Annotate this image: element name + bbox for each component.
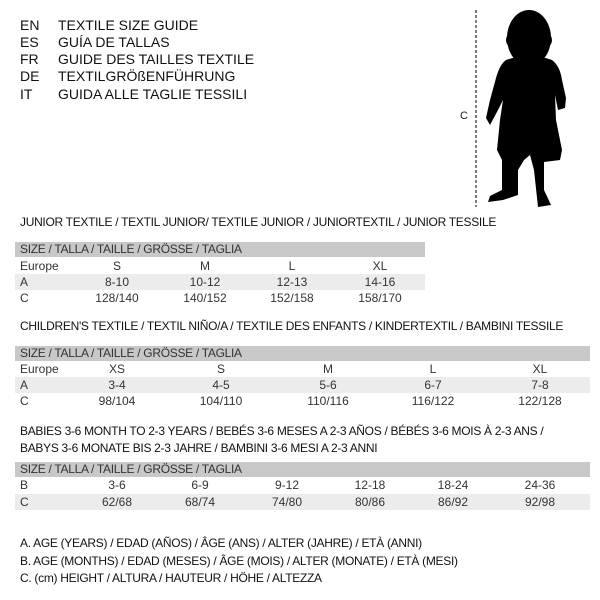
size-table-header: SIZE / TALLA / TAILLE / GRÖSSE / TAGLIA <box>15 462 590 477</box>
language-code: FR <box>20 51 39 67</box>
size-cell: XS <box>108 362 126 376</box>
row-label: A <box>20 275 29 289</box>
size-cell: 104/110 <box>199 394 243 408</box>
size-cell: 152/158 <box>270 291 314 305</box>
language-title: TEXTILGRÖßENFÜHRUNG <box>58 68 236 84</box>
table-title: BABIES 3-6 MONTH TO 2-3 YEARS / BEBÉS 3-… <box>20 424 544 438</box>
size-cell: S <box>216 362 226 376</box>
size-table-row: C 128/140 140/152 152/158 158/170 <box>15 290 425 306</box>
size-cell: 12-13 <box>276 275 308 289</box>
row-label: A <box>20 378 29 392</box>
size-cell: 62/68 <box>101 495 133 509</box>
size-table-row: C 62/68 68/74 74/80 80/86 86/92 92/98 <box>15 494 590 510</box>
size-cell: L <box>288 259 296 273</box>
size-cell: 18-24 <box>437 478 469 492</box>
size-table-header: SIZE / TALLA / TAILLE / GRÖSSE / TAGLIA <box>15 242 425 257</box>
size-cell: 68/74 <box>184 495 216 509</box>
size-cell: 5-6 <box>319 378 337 392</box>
size-cell: 80/86 <box>354 495 386 509</box>
language-title: GUIDE DES TAILLES TEXTILE <box>58 51 255 67</box>
size-cell: S <box>112 259 122 273</box>
language-title: GUIDA ALLE TAGLIE TESSILI <box>58 86 248 102</box>
size-cell: 98/104 <box>98 394 136 408</box>
language-code: ES <box>20 34 39 50</box>
size-cell: 9-12 <box>274 478 300 492</box>
size-cell: 140/152 <box>183 291 227 305</box>
size-table-row: Europe S M L XL <box>15 258 425 274</box>
row-label: C <box>20 495 29 509</box>
size-cell: 10-12 <box>189 275 221 289</box>
size-cell: 6-9 <box>191 478 209 492</box>
size-table-row: A 8-10 10-12 12-13 14-16 <box>15 274 425 290</box>
size-table-row: A 3-4 4-5 5-6 6-7 7-8 <box>15 377 590 393</box>
size-cell: 7-8 <box>531 378 549 392</box>
size-table-row: B 3-6 6-9 9-12 12-18 18-24 24-36 <box>15 477 590 493</box>
size-table-row: Europe XS S M L XL <box>15 361 590 377</box>
size-cell: L <box>429 362 437 376</box>
height-measure-label: C <box>460 110 468 122</box>
language-code: EN <box>20 17 40 33</box>
size-cell: XL <box>372 259 388 273</box>
row-label: C <box>20 291 29 305</box>
size-cell: 3-4 <box>108 378 126 392</box>
size-table-header: SIZE / TALLA / TAILLE / GRÖSSE / TAGLIA <box>15 346 590 361</box>
size-cell: 110/116 <box>307 394 349 408</box>
size-cell: 6-7 <box>424 378 442 392</box>
size-cell: M <box>323 362 333 376</box>
language-code: IT <box>20 86 33 102</box>
size-cell: 8-10 <box>104 275 130 289</box>
size-table-row: C 98/104 104/110 110/116 116/122 122/128 <box>15 393 590 409</box>
child-silhouette-figure: C <box>460 10 566 207</box>
table-title: JUNIOR TEXTILE / TEXTIL JUNIOR/ TEXTILE … <box>20 215 497 229</box>
row-label: Europe <box>20 362 59 376</box>
legend-line: C. (cm) HEIGHT / ALTURA / HAUTEUR / HÖHE… <box>20 571 322 585</box>
size-cell: 158/170 <box>358 291 402 305</box>
size-cell: 12-18 <box>354 478 386 492</box>
child-silhouette-icon <box>486 10 566 207</box>
row-label: C <box>20 394 29 408</box>
legend-line: A. AGE (YEARS) / EDAD (AÑOS) / ÂGE (ANS)… <box>20 536 422 550</box>
language-code: DE <box>20 68 40 84</box>
size-cell: M <box>200 259 210 273</box>
size-cell: 86/92 <box>437 495 469 509</box>
size-cell: 92/98 <box>524 495 556 509</box>
size-cell: XL <box>532 362 548 376</box>
table-title: CHILDREN'S TEXTILE / TEXTIL NIÑO/A / TEX… <box>20 319 564 333</box>
row-label: Europe <box>20 259 59 273</box>
language-title: GUÍA DE TALLAS <box>58 34 170 50</box>
size-cell: 14-16 <box>364 275 396 289</box>
row-label: B <box>20 478 29 492</box>
size-cell: 4-5 <box>212 378 230 392</box>
size-cell: 3-6 <box>108 478 126 492</box>
size-cell: 24-36 <box>524 478 556 492</box>
size-cell: 128/140 <box>95 291 139 305</box>
size-cell: 74/80 <box>271 495 303 509</box>
table-title-line-2: BABYS 3-6 MONATE BIS 2-3 JAHRE / BAMBINI… <box>20 441 378 455</box>
legend-line: B. AGE (MONTHS) / EDAD (MESES) / ÂGE (MO… <box>20 554 458 568</box>
size-cell: 122/128 <box>518 394 562 408</box>
language-title: TEXTILE SIZE GUIDE <box>58 17 199 33</box>
size-cell: 116/122 <box>411 394 455 408</box>
